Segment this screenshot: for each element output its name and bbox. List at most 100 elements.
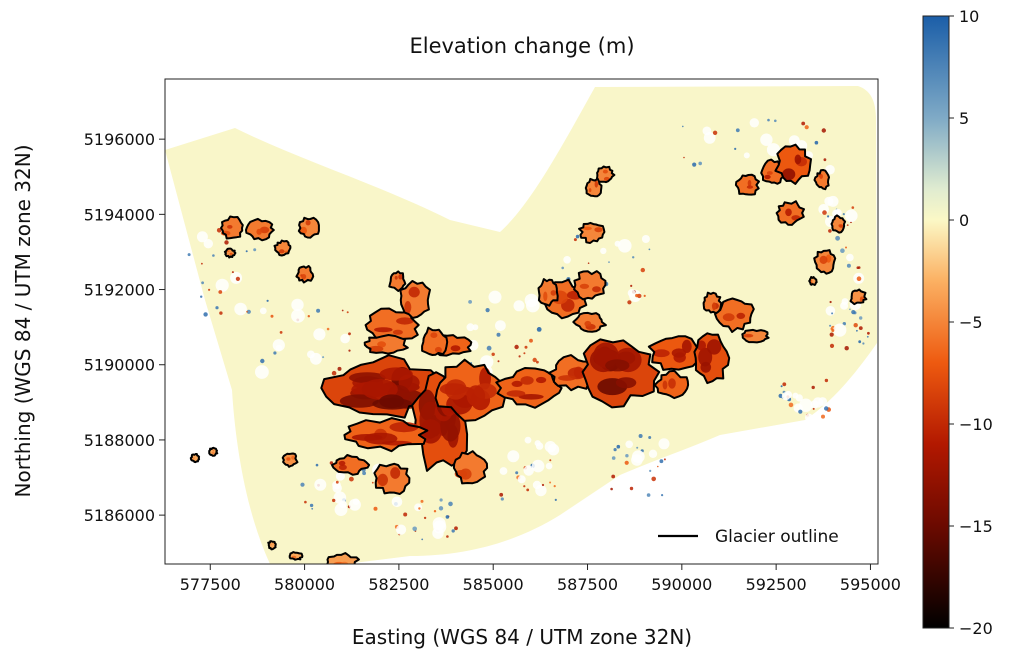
noise-speckle [823,158,827,162]
glacier-loss-patch [227,225,233,229]
glacier-outline [245,217,275,242]
noise-speckle [187,253,191,257]
noise-speckle [273,351,277,355]
noise-speckle [663,458,666,461]
plot-frame [164,78,879,565]
noise-speckle [536,360,539,364]
glacier-outline [572,311,607,333]
noise-speckle [613,448,617,452]
glacier-outline [452,450,489,485]
noise-speckle [858,340,862,344]
glacier-loss-patch [518,394,544,400]
noise-speckle [341,309,344,312]
glacier-loss-patch [615,377,637,389]
noise-speckle [625,440,633,449]
x-tick-label: 580000 [274,575,335,594]
noise-speckle [835,235,840,241]
noise-speckle [535,484,547,497]
noise-speckle [683,156,685,159]
glacier-loss-patch [377,341,386,348]
noise-speckle [814,140,819,145]
noise-speckle [632,256,635,259]
noise-speckle [524,345,528,349]
glacier-outline [595,165,616,184]
glacier-loss-patch [392,329,403,335]
x-axis-label: Easting (WGS 84 / UTM zone 32N) [352,625,692,649]
glacier-loss-patch [398,274,403,280]
noise-speckle [418,507,421,510]
noise-speckle [266,299,269,302]
noise-speckle [834,208,842,217]
glacier-loss-patch [706,339,722,355]
glacier-loss-patch [511,380,523,387]
noise-speckle [631,450,645,463]
noise-speckle [246,310,248,313]
glacier-outline [281,452,299,468]
glacier-loss-patch [584,320,592,327]
noise-speckle [648,449,658,458]
glacier-loss-patch [543,291,548,302]
noise-speckle [270,314,274,318]
noise-speckle [300,482,305,487]
glacier-loss-patch [736,312,746,319]
colorbar-tick-label: −5 [959,313,983,332]
noise-speckle [627,300,632,305]
noise-speckle [412,526,418,532]
noise-speckle [529,338,533,343]
glacier-outline [830,214,847,234]
noise-speckle [275,344,283,352]
glacier-loss-patch [668,378,676,389]
noise-speckle [842,213,845,216]
noise-speckle [845,246,847,249]
noise-speckle [859,316,863,320]
noise-speckle [255,365,269,379]
noise-speckle [194,307,203,317]
glacier-loss-patch [782,168,796,181]
glacier-loss-patch [379,394,405,409]
noise-speckle [651,476,656,482]
glacier-loss-patch [351,434,383,441]
noise-speckle [218,290,223,294]
noise-speckle [840,248,845,253]
noise-speckle [200,295,203,298]
glacier-outline [849,288,868,306]
noise-speckle [822,210,827,215]
noise-speckle [692,162,697,167]
noise-speckle [333,491,347,505]
noise-speckle [788,402,794,408]
noise-speckle [824,196,834,206]
noise-speckle [235,276,240,281]
colorbar-tick-label: −20 [959,619,993,638]
noise-speckle [203,312,208,317]
glacier-loss-patch [368,345,384,352]
colorbar: 10 5 0 −5 −10 −15 −20 [922,7,993,638]
noise-speckle [514,344,519,350]
glacier-outline [421,326,449,356]
noise-speckle [337,366,342,371]
noise-speckle [833,323,847,337]
noise-speckle [629,486,634,491]
noise-speckle [313,328,326,341]
glacier-fill [374,463,410,494]
glacier-loss-patch [374,327,393,333]
legend: Glacier outline [645,517,873,557]
noise-speckle [600,247,607,255]
glacier-loss-patch [377,473,389,486]
noise-speckle [858,326,863,330]
glacier-loss-patch [408,286,420,298]
glacier-loss-patch [592,286,601,293]
glacier-loss-patch [338,464,347,470]
noise-speckle [340,333,350,344]
noise-speckle [497,360,500,363]
noise-speckle [495,320,506,331]
glacier-outline [647,335,703,371]
noise-speckle [348,349,351,352]
glacier-outline [813,169,830,191]
noise-speckle [703,132,716,144]
noise-speckle [332,498,336,503]
noise-speckle [532,357,537,363]
noise-speckle [862,342,865,345]
noise-speckle [203,239,213,249]
noise-speckle [784,390,793,399]
glacier-loss-patch [211,451,215,455]
